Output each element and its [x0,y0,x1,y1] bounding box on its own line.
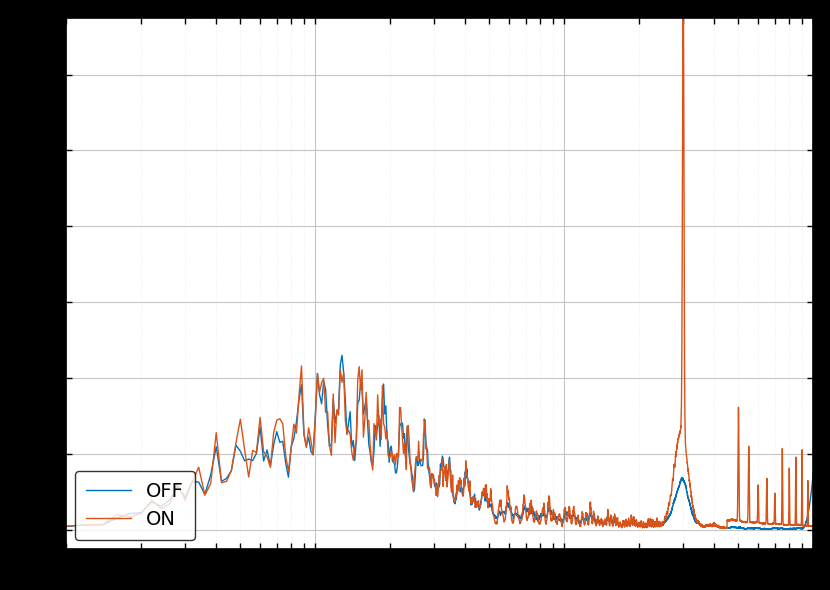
Line: OFF: OFF [66,355,813,529]
OFF [705,522,715,529]
OFF [777,525,787,532]
OFF [762,525,772,532]
Legend: OFF, ON: OFF, ON [76,471,194,540]
ON [777,502,787,509]
OFF [788,525,798,532]
Line: ON: ON [66,0,813,529]
ON [788,522,798,529]
ON [808,525,818,532]
ON [705,522,715,529]
OFF [624,520,634,527]
ON [61,523,71,530]
OFF [782,526,792,533]
OFF [61,523,71,530]
ON [762,479,772,486]
ON [754,481,764,489]
ON [624,520,634,527]
OFF [808,468,818,476]
OFF [754,525,764,532]
OFF [337,352,347,359]
